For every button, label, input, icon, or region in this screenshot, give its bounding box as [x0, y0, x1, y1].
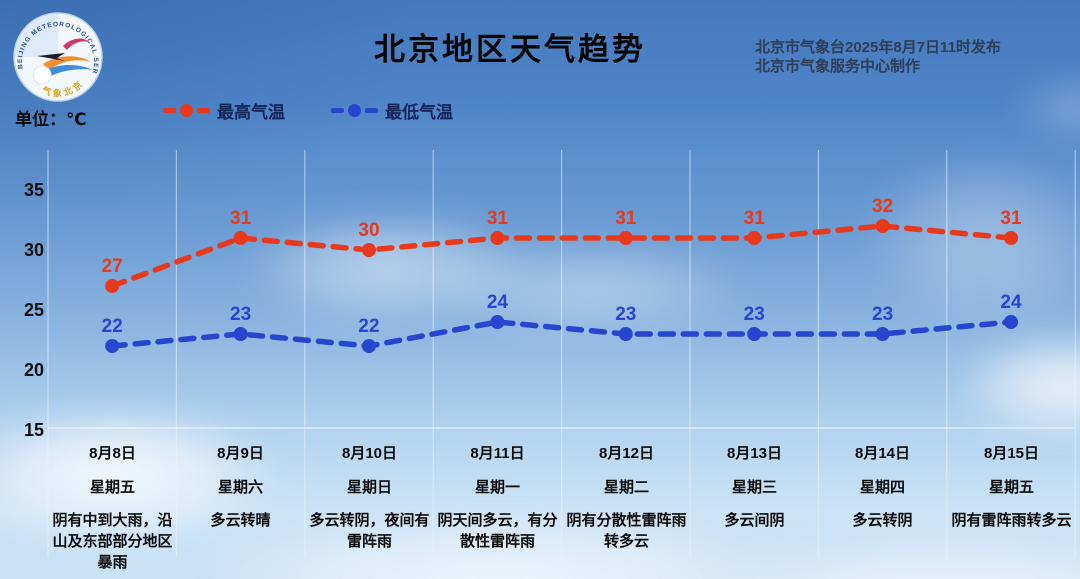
forecast-weekday: 星期二 [603, 479, 649, 496]
data-point-label: 27 [102, 256, 123, 277]
y-axis-tick: 25 [24, 300, 44, 320]
data-point [618, 231, 633, 245]
y-axis-tick: 35 [24, 180, 44, 200]
data-point-label: 22 [102, 316, 123, 337]
forecast-weekday: 星期一 [474, 479, 520, 496]
data-point [875, 219, 890, 233]
legend-label: 最高气温 [217, 103, 285, 122]
data-point [362, 243, 376, 257]
forecast-date: 8月9日 [217, 445, 264, 462]
data-point-label: 24 [487, 292, 509, 313]
data-point [875, 327, 890, 341]
issued-line: 北京市气象台2025年8月7日11时发布 [755, 39, 1001, 56]
data-point [233, 231, 248, 245]
data-point [490, 315, 505, 329]
data-point [105, 339, 120, 353]
high-temp-series: 27 31 30 31 31 31 32 31 [102, 196, 1022, 293]
forecast-column: 8月12日 星期二 阴有分散性雷阵雨转多云 [562, 442, 691, 552]
forecast-description: 多云转阴 [852, 512, 913, 529]
y-axis-tick: 30 [24, 240, 44, 260]
data-point-label: 23 [872, 304, 893, 325]
producer-line: 北京市气象服务中心制作 [755, 58, 921, 75]
forecast-column: 8月11日 星期一 阴天间多云，有分散性雷阵雨 [433, 442, 562, 552]
forecast-weekday: 星期五 [89, 479, 135, 496]
high-temp-line-icon [163, 104, 210, 117]
low-temp-line-icon [331, 104, 378, 117]
y-axis-tick: 15 [24, 420, 44, 440]
forecast-description: 阴天间多云，有分散性雷阵雨 [437, 512, 558, 550]
forecast-column: 8月9日 星期六 多云转晴 [176, 442, 305, 531]
forecast-description: 阴有分散性雷阵雨转多云 [566, 512, 687, 550]
data-point [747, 231, 762, 245]
data-point-label: 24 [1000, 292, 1022, 313]
forecast-description: 多云转晴 [210, 512, 271, 529]
forecast-date: 8月11日 [470, 445, 525, 462]
forecast-description: 阴有中到大雨，沿山及东部部分地区暴雨 [52, 512, 173, 571]
cloud [860, 150, 1080, 330]
data-point-label: 31 [744, 208, 766, 229]
forecast-weekday: 星期三 [731, 479, 777, 496]
legend-item-low-temp: 最低气温 [331, 98, 453, 123]
forecast-date: 8月12日 [598, 445, 655, 462]
publisher-info: 北京市气象台2025年8月7日11时发布 北京市气象服务中心制作 [755, 38, 1001, 76]
forecast-description: 多云转阴，夜间有雷阵雨 [309, 512, 430, 550]
forecast-date: 8月8日 [89, 445, 136, 462]
forecast-date: 8月10日 [341, 445, 398, 462]
forecast-description: 阴有雷阵雨转多云 [951, 512, 1072, 529]
forecast-description: 多云间阴 [724, 512, 785, 529]
forecast-date: 8月15日 [983, 445, 1040, 462]
low-temp-series: 22 23 22 24 23 23 23 24 [102, 292, 1022, 353]
forecast-date: 8月14日 [854, 445, 911, 462]
legend-label: 最低气温 [385, 103, 453, 122]
data-point-label: 31 [1000, 208, 1022, 229]
data-point-label: 32 [872, 196, 893, 217]
data-point [1004, 231, 1018, 245]
forecast-column: 8月13日 星期三 多云间阴 [690, 442, 819, 531]
legend-item-high-temp: 最高气温 [163, 98, 285, 123]
data-point-label: 30 [358, 220, 379, 241]
series-line [109, 223, 1014, 289]
forecast-weekday: 星期五 [988, 479, 1034, 496]
data-point [747, 327, 762, 341]
y-axis-tick: 20 [24, 360, 44, 380]
page-title: 北京地区天气趋势 [374, 32, 646, 67]
data-point [233, 327, 248, 341]
series-line [109, 319, 1014, 349]
data-point-label: 31 [615, 208, 637, 229]
data-point [362, 339, 376, 353]
forecast-column: 8月8日 星期五 阴有中到大雨，沿山及东部部分地区暴雨 [48, 442, 177, 573]
data-point [618, 327, 633, 341]
forecast-column: 8月15日 星期五 阴有雷阵雨转多云 [947, 442, 1076, 531]
forecast-weekday: 星期六 [217, 479, 263, 496]
data-point-label: 23 [744, 304, 765, 325]
data-point-label: 31 [230, 208, 252, 229]
forecast-weekday: 星期四 [859, 479, 905, 496]
data-point [490, 231, 505, 245]
chart-legend: 最高气温 最低气温 [163, 98, 453, 123]
cloud [430, 240, 750, 335]
forecast-column: 8月10日 星期日 多云转阴，夜间有雷阵雨 [305, 442, 434, 552]
data-point [1004, 315, 1018, 329]
beijing-meteorological-service-logo: BEIJING METEOROLOGICAL SERVICE 气象北京 [13, 12, 103, 102]
data-point-label: 31 [487, 208, 509, 229]
cloud [240, 210, 540, 325]
data-point-label: 23 [230, 304, 251, 325]
data-point [105, 279, 120, 293]
forecast-date: 8月13日 [726, 445, 783, 462]
forecast-weekday: 星期日 [346, 479, 392, 496]
data-point-label: 22 [358, 316, 379, 337]
forecast-column: 8月14日 星期四 多云转阴 [818, 442, 947, 531]
data-point-label: 23 [615, 304, 636, 325]
unit-label: 单位：℃ [15, 110, 87, 129]
